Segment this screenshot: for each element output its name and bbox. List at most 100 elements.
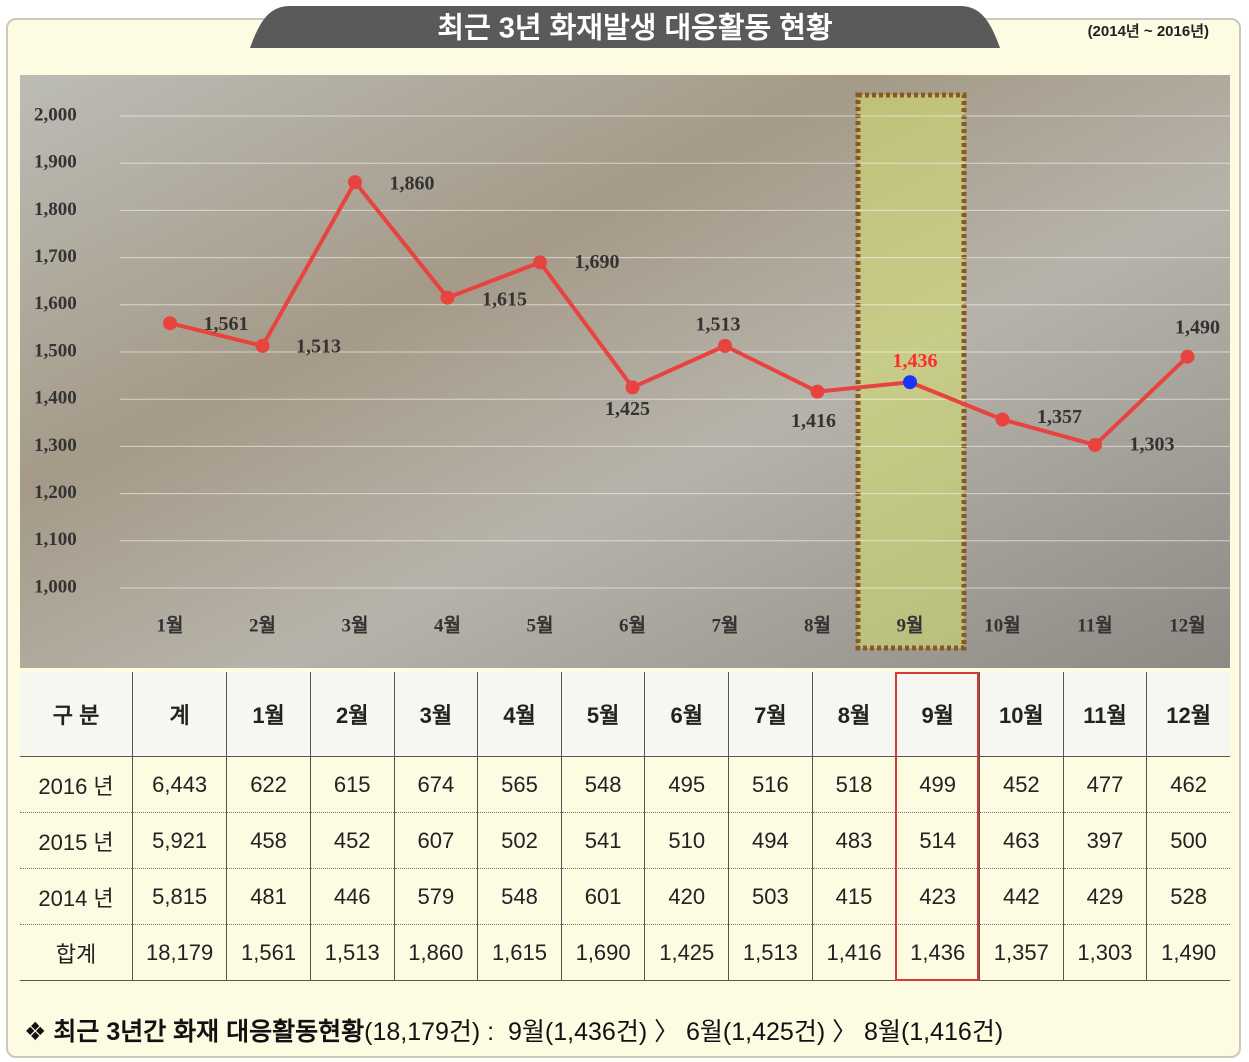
header-cell: 계 bbox=[133, 672, 227, 757]
table-cell: 458 bbox=[227, 813, 311, 869]
header-cell: 8월 bbox=[812, 672, 896, 757]
bullet: ❖ bbox=[24, 1018, 46, 1046]
table-cell: 495 bbox=[645, 757, 729, 813]
table-cell: 1,561 bbox=[227, 925, 311, 981]
table-cell: 500 bbox=[1147, 813, 1230, 869]
header-row: 구 분계1월2월3월4월5월6월7월8월9월10월11월12월 bbox=[20, 672, 1230, 757]
table-cell: 442 bbox=[980, 869, 1064, 925]
chart: 1,0001,1001,2001,3001,4001,5001,6001,700… bbox=[20, 75, 1230, 668]
table-cell: 6,443 bbox=[133, 757, 227, 813]
point bbox=[811, 385, 825, 399]
x-tick-label: 9월 bbox=[897, 614, 924, 636]
table-cell: 528 bbox=[1147, 869, 1230, 925]
table-cell: 452 bbox=[980, 757, 1064, 813]
point bbox=[256, 339, 270, 353]
header-cell: 4월 bbox=[478, 672, 562, 757]
x-tick-label: 10월 bbox=[984, 614, 1020, 636]
data-label: 1,357 bbox=[1037, 406, 1082, 428]
table-cell: 1,303 bbox=[1063, 925, 1147, 981]
data-label: 1,416 bbox=[791, 410, 836, 432]
table-cell: 607 bbox=[394, 813, 478, 869]
table-cell: 423 bbox=[896, 869, 980, 925]
table-cell: 1,513 bbox=[729, 925, 813, 981]
y-tick-label: 1,000 bbox=[34, 576, 77, 597]
y-tick-label: 1,400 bbox=[34, 388, 77, 409]
table-cell: 601 bbox=[561, 869, 645, 925]
header-cell: 5월 bbox=[561, 672, 645, 757]
table-cell: 1,513 bbox=[310, 925, 394, 981]
x-tick-label: 4월 bbox=[434, 614, 461, 636]
y-tick-label: 1,900 bbox=[34, 152, 77, 173]
y-tick-label: 1,200 bbox=[34, 482, 77, 503]
header-cell: 2월 bbox=[310, 672, 394, 757]
header-cell: 7월 bbox=[729, 672, 813, 757]
table-cell: 516 bbox=[729, 757, 813, 813]
table-cell: 1,690 bbox=[561, 925, 645, 981]
table-cell: 615 bbox=[310, 757, 394, 813]
chart-background bbox=[20, 75, 1230, 668]
point bbox=[718, 339, 732, 353]
table-cell: 548 bbox=[561, 757, 645, 813]
y-tick-label: 1,100 bbox=[34, 529, 77, 550]
table-cell: 5,921 bbox=[133, 813, 227, 869]
header-cell: 6월 bbox=[645, 672, 729, 757]
table-cell: 429 bbox=[1063, 869, 1147, 925]
x-tick-label: 7월 bbox=[712, 614, 739, 636]
point bbox=[903, 375, 917, 389]
table-cell: 494 bbox=[729, 813, 813, 869]
x-tick-label: 5월 bbox=[527, 614, 554, 636]
table-cell: 1,357 bbox=[980, 925, 1064, 981]
y-tick-label: 2,000 bbox=[34, 104, 77, 125]
point bbox=[163, 316, 177, 330]
table-cell: 514 bbox=[896, 813, 980, 869]
y-tick-label: 1,700 bbox=[34, 246, 77, 267]
table-cell: 1,615 bbox=[478, 925, 562, 981]
page-title: 최근 3년 화재발생 대응활동 현황 bbox=[437, 12, 833, 45]
x-tick-label: 1월 bbox=[157, 614, 184, 636]
table-cell: 420 bbox=[645, 869, 729, 925]
table-cell: 1,416 bbox=[812, 925, 896, 981]
data-label: 1,490 bbox=[1175, 316, 1220, 338]
footer-detail: (18,179건) : 9월(1,436건) 〉 6월(1,425건) 〉 8월… bbox=[364, 1018, 1003, 1046]
table-cell: 503 bbox=[729, 869, 813, 925]
table-cell: 674 bbox=[394, 757, 478, 813]
table-cell: 452 bbox=[310, 813, 394, 869]
table-cell: 483 bbox=[812, 813, 896, 869]
y-tick-label: 1,300 bbox=[34, 435, 77, 456]
point bbox=[533, 255, 547, 269]
table-cell: 462 bbox=[1147, 757, 1230, 813]
data-label: 1,513 bbox=[696, 313, 741, 335]
x-tick-label: 11월 bbox=[1077, 614, 1112, 636]
data-label: 1,561 bbox=[204, 313, 249, 335]
x-tick-label: 8월 bbox=[804, 614, 831, 636]
header-cell: 3월 bbox=[394, 672, 478, 757]
table-cell: 541 bbox=[561, 813, 645, 869]
table-cell: 2014 년 bbox=[20, 869, 133, 925]
header-cell: 12월 bbox=[1147, 672, 1230, 757]
table-cell: 579 bbox=[394, 869, 478, 925]
y-tick-label: 1,500 bbox=[34, 340, 77, 361]
point bbox=[441, 291, 455, 305]
table-cell: 1,436 bbox=[896, 925, 980, 981]
table-cell: 446 bbox=[310, 869, 394, 925]
table-cell: 477 bbox=[1063, 757, 1147, 813]
x-tick-label: 12월 bbox=[1169, 614, 1205, 636]
point bbox=[626, 380, 640, 394]
table-row: 2016 년6,44362261567456554849551651849945… bbox=[20, 757, 1230, 813]
table-cell: 2016 년 bbox=[20, 757, 133, 813]
header-cell: 구 분 bbox=[20, 672, 133, 757]
table-cell: 502 bbox=[478, 813, 562, 869]
header-cell: 1월 bbox=[227, 672, 311, 757]
table-cell: 1,490 bbox=[1147, 925, 1230, 981]
period: (2014년 ~ 2016년) bbox=[1088, 20, 1209, 41]
data-label: 1,303 bbox=[1130, 434, 1175, 456]
data-label: 1,615 bbox=[482, 288, 527, 310]
table-cell: 565 bbox=[478, 757, 562, 813]
table-cell: 518 bbox=[812, 757, 896, 813]
table-cell: 415 bbox=[812, 869, 896, 925]
point bbox=[1181, 350, 1195, 364]
header-cell: 10월 bbox=[980, 672, 1064, 757]
data-label: 1,436 bbox=[893, 350, 938, 372]
table-cell: 2015 년 bbox=[20, 813, 133, 869]
